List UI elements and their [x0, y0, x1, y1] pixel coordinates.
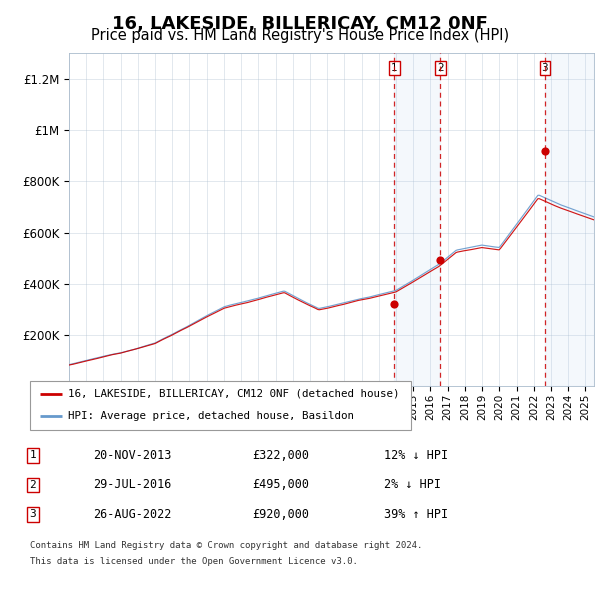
Text: HPI: Average price, detached house, Basildon: HPI: Average price, detached house, Basi…: [68, 411, 354, 421]
Bar: [545, 53, 594, 386]
Text: 1: 1: [29, 451, 37, 460]
Text: 3: 3: [542, 63, 548, 73]
Text: £495,000: £495,000: [252, 478, 309, 491]
Text: 26-AUG-2022: 26-AUG-2022: [93, 508, 172, 521]
Bar: [394, 53, 440, 386]
Text: 2: 2: [437, 63, 444, 73]
Text: 1: 1: [391, 63, 398, 73]
Point: [436, 255, 445, 264]
Point: [389, 299, 399, 309]
Text: 16, LAKESIDE, BILLERICAY, CM12 0NF (detached house): 16, LAKESIDE, BILLERICAY, CM12 0NF (deta…: [68, 389, 400, 399]
Text: £920,000: £920,000: [252, 508, 309, 521]
Point: [540, 146, 550, 155]
Text: 2% ↓ HPI: 2% ↓ HPI: [384, 478, 441, 491]
Text: Price paid vs. HM Land Registry's House Price Index (HPI): Price paid vs. HM Land Registry's House …: [91, 28, 509, 42]
Text: 29-JUL-2016: 29-JUL-2016: [93, 478, 172, 491]
Text: This data is licensed under the Open Government Licence v3.0.: This data is licensed under the Open Gov…: [30, 558, 358, 566]
Text: 3: 3: [29, 510, 37, 519]
Text: £322,000: £322,000: [252, 449, 309, 462]
Text: 16, LAKESIDE, BILLERICAY, CM12 0NF: 16, LAKESIDE, BILLERICAY, CM12 0NF: [112, 15, 488, 33]
FancyBboxPatch shape: [30, 381, 411, 430]
Text: 39% ↑ HPI: 39% ↑ HPI: [384, 508, 448, 521]
Text: Contains HM Land Registry data © Crown copyright and database right 2024.: Contains HM Land Registry data © Crown c…: [30, 541, 422, 550]
Text: 2: 2: [29, 480, 37, 490]
Text: 12% ↓ HPI: 12% ↓ HPI: [384, 449, 448, 462]
Text: 20-NOV-2013: 20-NOV-2013: [93, 449, 172, 462]
